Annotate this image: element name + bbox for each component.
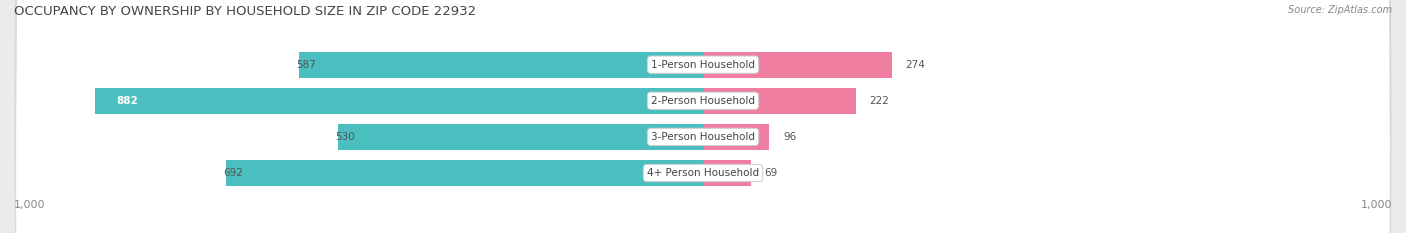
Text: 1,000: 1,000 — [14, 200, 45, 210]
Text: 69: 69 — [765, 168, 778, 178]
Bar — [298, 52, 703, 78]
Text: 222: 222 — [870, 96, 890, 106]
Bar — [703, 88, 856, 114]
FancyBboxPatch shape — [15, 0, 1391, 233]
FancyBboxPatch shape — [15, 0, 1391, 233]
Bar — [703, 160, 751, 186]
Text: 3-Person Household: 3-Person Household — [651, 132, 755, 142]
Text: 1,000: 1,000 — [1361, 200, 1392, 210]
Text: Source: ZipAtlas.com: Source: ZipAtlas.com — [1288, 5, 1392, 15]
Text: 2-Person Household: 2-Person Household — [651, 96, 755, 106]
Text: 587: 587 — [295, 60, 316, 70]
Text: 692: 692 — [224, 168, 243, 178]
Bar — [226, 160, 703, 186]
Text: 530: 530 — [336, 132, 356, 142]
FancyBboxPatch shape — [15, 0, 1391, 233]
Text: 1-Person Household: 1-Person Household — [651, 60, 755, 70]
Bar — [96, 88, 703, 114]
Bar — [703, 124, 769, 150]
Text: 274: 274 — [905, 60, 925, 70]
Text: 4+ Person Household: 4+ Person Household — [647, 168, 759, 178]
Text: 882: 882 — [117, 96, 138, 106]
Text: 96: 96 — [783, 132, 796, 142]
Text: OCCUPANCY BY OWNERSHIP BY HOUSEHOLD SIZE IN ZIP CODE 22932: OCCUPANCY BY OWNERSHIP BY HOUSEHOLD SIZE… — [14, 5, 477, 18]
Bar — [703, 52, 891, 78]
Bar — [337, 124, 703, 150]
FancyBboxPatch shape — [15, 0, 1391, 233]
